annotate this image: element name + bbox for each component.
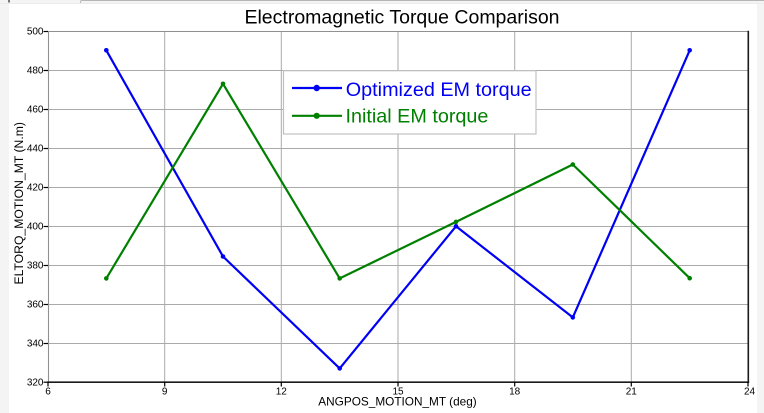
svg-text:Optimized EM torque: Optimized EM torque: [346, 79, 532, 101]
svg-text:360: 360: [27, 300, 44, 311]
svg-text:24: 24: [744, 387, 756, 398]
svg-text:ANGPOS_MOTION_MT (deg): ANGPOS_MOTION_MT (deg): [318, 395, 476, 409]
svg-text:440: 440: [27, 144, 44, 155]
svg-text:6: 6: [45, 387, 51, 398]
svg-text:18: 18: [509, 387, 521, 398]
svg-text:Electromagnetic Torque Compari: Electromagnetic Torque Comparison: [244, 6, 559, 28]
svg-text:9: 9: [162, 387, 168, 398]
svg-text:400: 400: [27, 222, 44, 233]
svg-text:340: 340: [27, 339, 44, 350]
svg-text:500: 500: [27, 27, 44, 38]
svg-text:420: 420: [27, 183, 44, 194]
svg-text:12: 12: [276, 387, 288, 398]
svg-text:Initial EM torque: Initial EM torque: [346, 106, 489, 128]
svg-text:460: 460: [27, 105, 44, 116]
svg-text:380: 380: [27, 261, 44, 272]
svg-text:320: 320: [27, 378, 44, 389]
svg-text:21: 21: [626, 387, 638, 398]
svg-text:ELTORQ_MOTION_MT (N.m): ELTORQ_MOTION_MT (N.m): [12, 122, 26, 285]
svg-text:480: 480: [27, 66, 44, 77]
svg-text:15: 15: [392, 387, 404, 398]
